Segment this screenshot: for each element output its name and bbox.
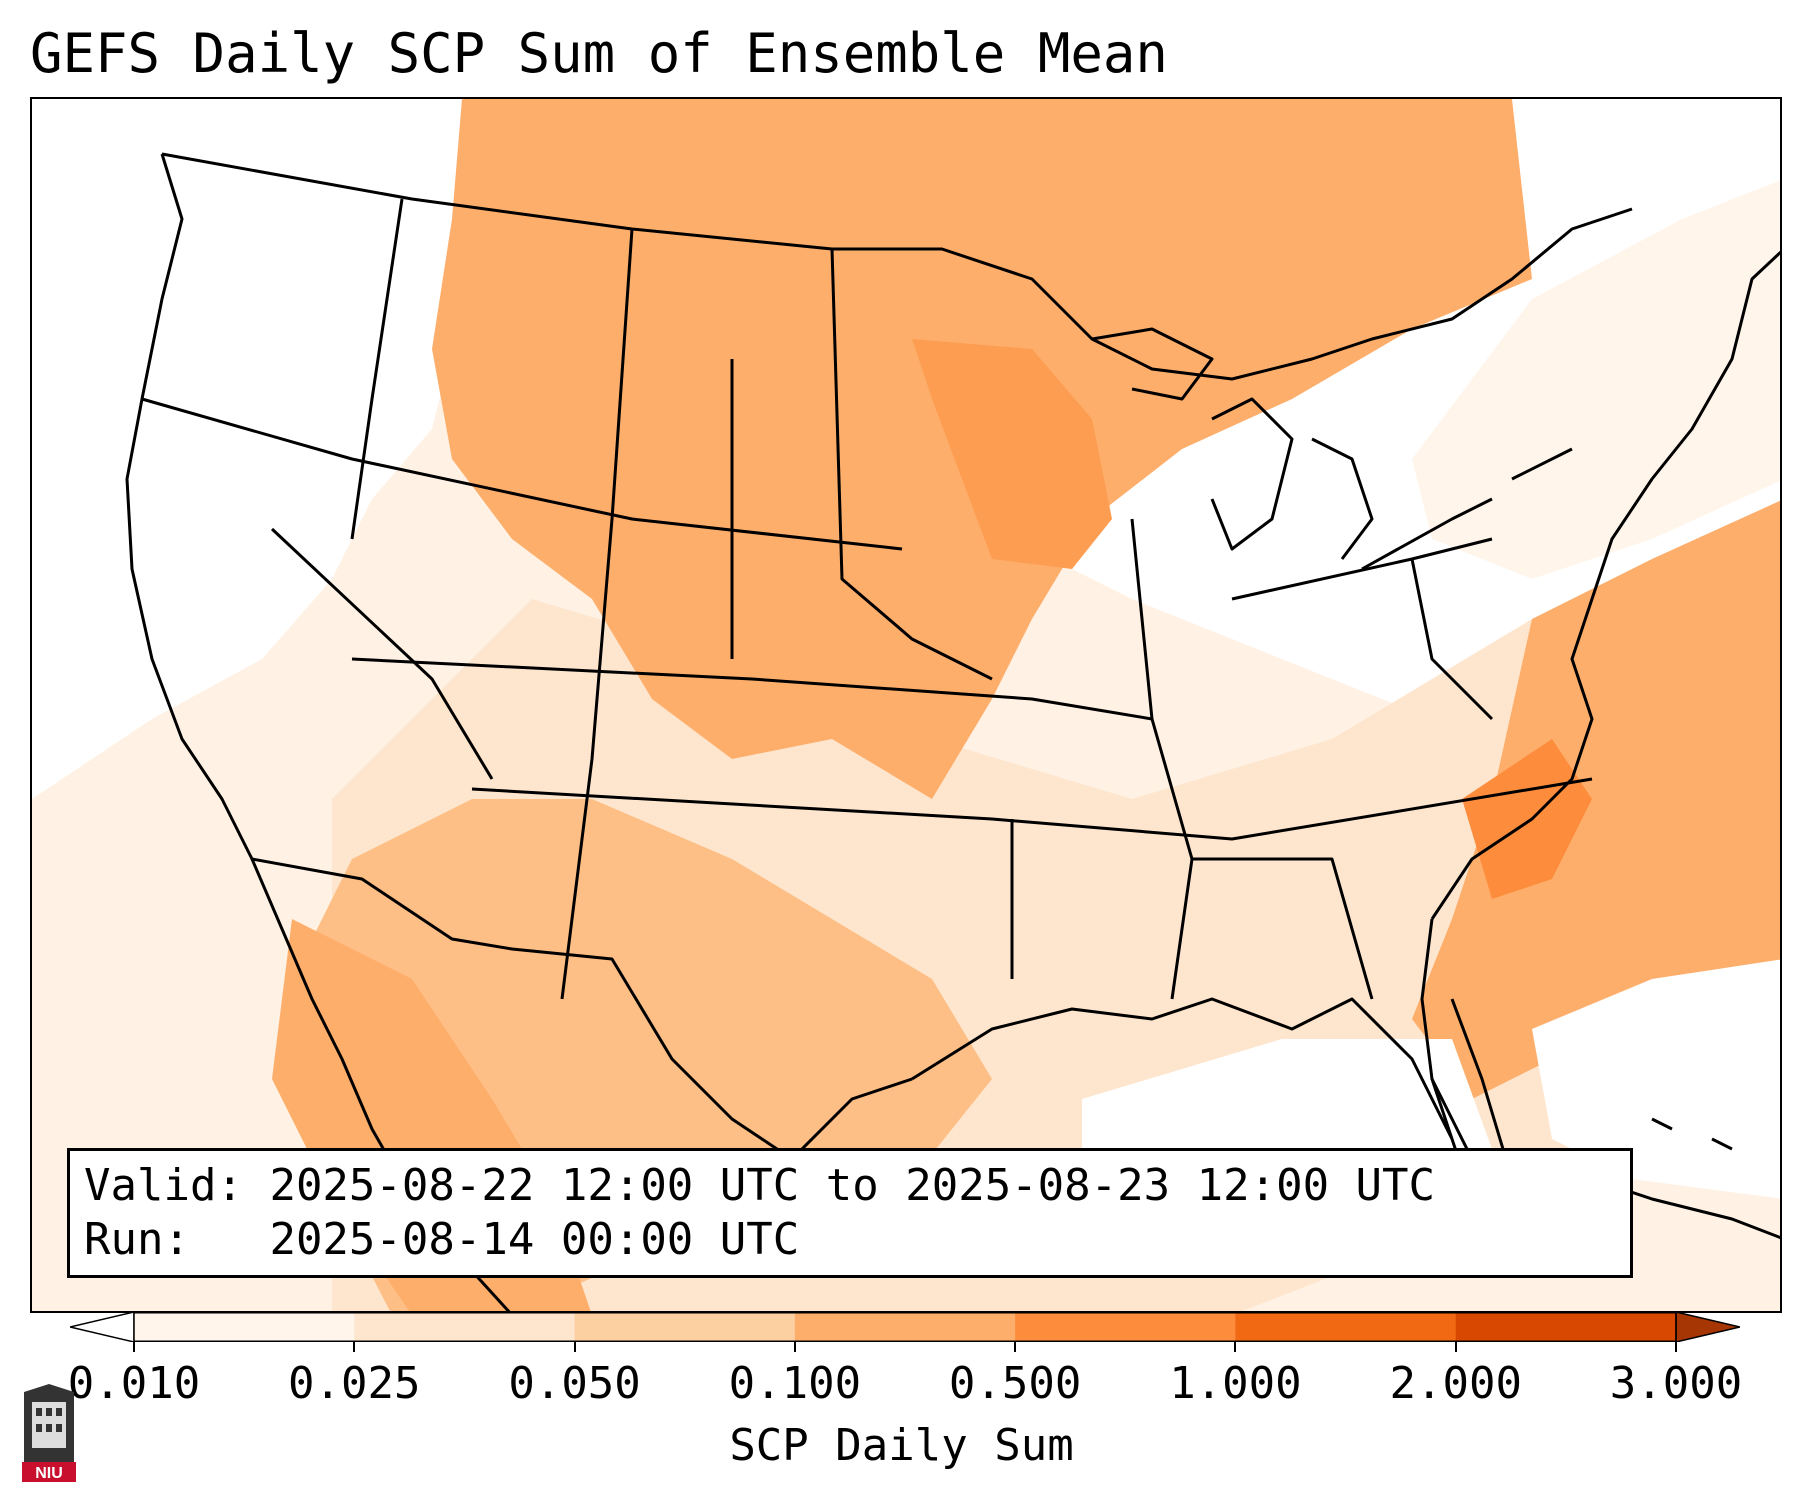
colorbar-segment-4	[1015, 1312, 1236, 1342]
colorbar-tick-mark	[1014, 1342, 1017, 1352]
colorbar-tick-mark	[353, 1342, 356, 1352]
state-line-6	[471, 777, 1593, 841]
us-canada-border	[161, 152, 1633, 381]
colorbar-label: SCP Daily Sum	[729, 1420, 1074, 1471]
run-info-box: Valid: 2025-08-22 12:00 UTC to 2025-08-2…	[67, 1148, 1633, 1278]
state-line-8	[1130, 518, 1194, 1000]
valid-label: Valid:	[84, 1160, 243, 1211]
state-line-1	[350, 198, 404, 540]
shade-white-atlantic	[1532, 959, 1780, 1199]
colorbar-tick-label: 0.025	[288, 1358, 421, 1409]
state-line-4	[830, 248, 993, 681]
map-panel	[30, 97, 1782, 1313]
colorbar-segment-1	[354, 1312, 576, 1342]
colorbar-tick-mark	[133, 1342, 135, 1352]
colorbar-tick-label: 0.050	[508, 1358, 641, 1409]
state-line-3	[560, 228, 634, 1000]
shade-white-pnw	[132, 139, 412, 659]
shade-strong-midwest	[912, 339, 1112, 569]
shade-medium-atlantic	[1412, 500, 1780, 1099]
colorbar-segment-0	[134, 1312, 355, 1342]
great-lakes	[1091, 327, 1573, 571]
colorbar-tick-mark	[573, 1342, 576, 1352]
scp-field-map	[32, 99, 1780, 1311]
niu-logo-icon: NIU	[22, 1384, 76, 1482]
valid-value: 2025-08-22 12:00 UTC to 2025-08-23 12:00…	[269, 1160, 1436, 1211]
state-line-5	[351, 657, 1153, 721]
colorbar-under-extend	[70, 1312, 135, 1342]
state-line-13	[270, 527, 494, 780]
colorbar-segment-2	[574, 1312, 796, 1342]
colorbar-outline	[133, 1312, 1677, 1342]
east-coast	[1430, 250, 1780, 920]
colorbar-tick-label: 2.000	[1389, 1358, 1522, 1409]
colorbar-tick-label: 0.100	[728, 1358, 862, 1409]
colorbar-tick-mark	[793, 1342, 796, 1352]
colorbar-tick-mark	[1234, 1342, 1237, 1352]
scp-shading	[32, 99, 1780, 1311]
colorbar-tick-label: 0.500	[948, 1358, 1082, 1409]
colorbar-segment-3	[794, 1312, 1016, 1342]
svg-text:NIU: NIU	[35, 1465, 63, 1482]
colorbar-segment-6	[1455, 1312, 1677, 1342]
state-line-11	[1192, 857, 1374, 1000]
shade-white-northeast	[1412, 180, 1780, 579]
state-line-2	[141, 397, 903, 551]
colorbar-tick-label: 0.010	[67, 1358, 201, 1409]
colorbar	[70, 1312, 1740, 1342]
us-mexico-border	[251, 857, 913, 1161]
colorbar-tick-label: 3.000	[1609, 1358, 1743, 1409]
colorbar-tick-mark	[1454, 1342, 1457, 1352]
state-line-10	[1410, 558, 1494, 721]
colorbar-over-extend	[1675, 1312, 1740, 1342]
shade-strong-coast	[1462, 739, 1592, 899]
colorbar-segment-5	[1235, 1312, 1457, 1342]
map-title: GEFS Daily SCP Sum of Ensemble Mean	[30, 22, 1168, 85]
colorbar-tick-label: 1.000	[1169, 1358, 1302, 1409]
run-row: Run: 2025-08-14 00:00 UTC	[84, 1213, 1616, 1267]
colorbar-tick-mark	[1675, 1342, 1677, 1352]
valid-row: Valid: 2025-08-22 12:00 UTC to 2025-08-2…	[84, 1159, 1616, 1213]
run-label: Run:	[84, 1214, 190, 1265]
run-value: 2025-08-14 00:00 UTC	[269, 1214, 800, 1265]
